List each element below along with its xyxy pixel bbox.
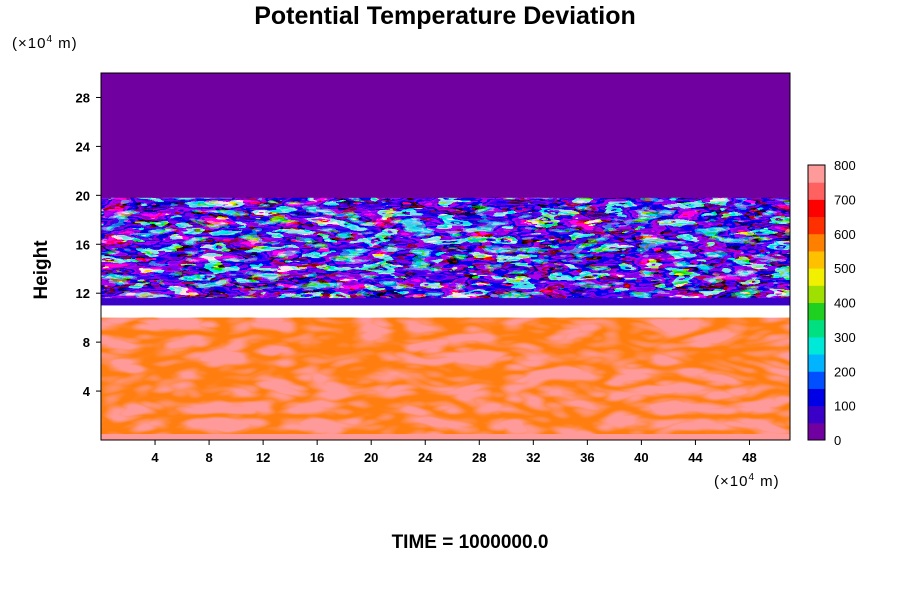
colorbar-swatch	[808, 319, 825, 338]
y-tick-label: 4	[83, 384, 91, 399]
y-unit-base: (×10	[12, 35, 47, 52]
y-tick-label: 20	[76, 188, 90, 203]
plot-frame	[100, 72, 791, 441]
x-tick-label: 12	[256, 450, 270, 465]
x-axis-unit: (×104 m)	[714, 472, 780, 490]
x-tick-label: 32	[526, 450, 540, 465]
x-tick-labels: 4 8 12 16 20 24 28 32 36 40 44 48	[151, 440, 757, 465]
colorbar-swatch	[808, 268, 825, 286]
x-tick-label: 48	[742, 450, 756, 465]
time-label: TIME = 1000000.0	[0, 532, 900, 554]
colorbar-label: 300	[834, 330, 856, 345]
colorbar-label: 100	[834, 399, 856, 414]
colorbar-swatch	[808, 285, 825, 303]
y-tick-label: 12	[76, 286, 90, 301]
colorbar-swatch	[808, 216, 825, 235]
colorbar-swatch	[808, 233, 825, 252]
colorbar-swatch	[808, 336, 825, 355]
x-tick-label: 44	[688, 450, 703, 465]
colorbar-swatch	[808, 182, 825, 200]
colorbar-label: 200	[834, 364, 856, 379]
colorbar-swatch	[808, 405, 825, 424]
x-tick-label: 24	[418, 450, 433, 465]
y-tick-labels: 4 8 12 16 20 24 28	[76, 90, 101, 399]
colorbar-swatch	[808, 199, 825, 218]
colorbar-swatch	[808, 371, 825, 389]
colorbar-swatch	[808, 165, 825, 183]
plot-area	[101, 73, 790, 440]
colorbar: 0 100 200 300 400 500 600 700 800	[807, 158, 856, 448]
wave-structure-region	[101, 317, 790, 434]
x-tick-label: 40	[634, 450, 648, 465]
x-unit-exponent: 4	[748, 472, 756, 483]
x-tick-label: 16	[310, 450, 324, 465]
x-tick-label: 28	[472, 450, 486, 465]
colorbar-label: 800	[834, 158, 856, 173]
stable-layer-region	[101, 298, 790, 306]
colorbar-swatch	[808, 250, 825, 269]
colorbar-frame	[807, 164, 826, 441]
colorbar-swatch	[808, 422, 825, 441]
y-tick-label: 8	[83, 335, 90, 350]
x-tick-label: 36	[580, 450, 594, 465]
y-tick-label: 28	[76, 90, 90, 105]
chart-title: Potential Temperature Deviation	[254, 2, 636, 30]
x-tick-label: 4	[151, 450, 159, 465]
x-unit-base: (×10	[714, 473, 749, 490]
colorbar-swatch	[808, 388, 825, 407]
colorbar-label: 600	[834, 227, 856, 242]
y-unit-exponent: 4	[46, 34, 54, 45]
x-unit-tail: m)	[755, 473, 780, 490]
x-tick-label: 8	[205, 450, 212, 465]
y-unit-tail: m)	[53, 35, 78, 52]
y-tick-label: 16	[76, 237, 90, 252]
x-tick-label: 20	[364, 450, 378, 465]
stratosphere-region	[101, 73, 790, 198]
colorbar-label: 0	[834, 433, 841, 448]
colorbar-swatch	[808, 354, 825, 372]
colorbar-swatch	[808, 302, 825, 321]
time-label-text: TIME = 1000000.0	[391, 532, 549, 553]
colorbar-label: 400	[834, 296, 856, 311]
mixed-layer-region	[101, 197, 790, 300]
colorbar-label: 500	[834, 261, 856, 276]
y-tick-label: 24	[76, 139, 91, 154]
y-axis-unit: (×104 m)	[12, 34, 78, 52]
colorbar-label: 700	[834, 192, 856, 207]
